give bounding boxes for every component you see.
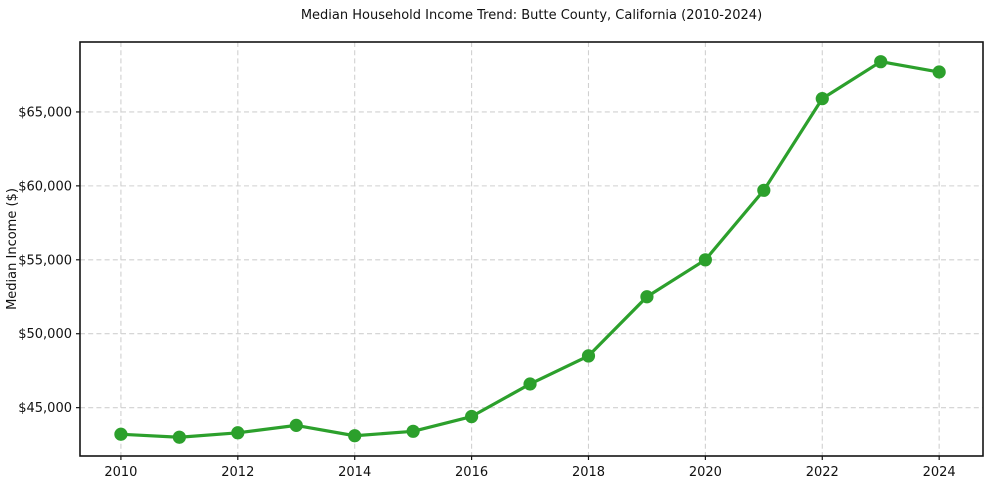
data-point-marker [874, 55, 888, 69]
data-point-marker [231, 426, 245, 440]
x-tick-label: 2024 [923, 465, 956, 480]
data-point-marker [172, 430, 186, 444]
x-tick-label: 2014 [338, 465, 371, 480]
y-tick-label: $50,000 [18, 327, 72, 342]
x-tick-label: 2018 [572, 465, 605, 480]
data-point-marker [932, 65, 946, 79]
x-tick-label: 2016 [455, 465, 488, 480]
x-tick-label: 2012 [221, 465, 254, 480]
data-point-marker [464, 409, 479, 424]
x-tick-label: 2010 [104, 465, 137, 480]
data-point-marker [114, 427, 128, 441]
y-tick-label: $60,000 [18, 179, 72, 194]
data-point-marker [640, 290, 654, 304]
y-tick-label: $45,000 [18, 401, 72, 416]
data-point-marker [348, 429, 362, 443]
data-point-marker [581, 349, 596, 363]
grid-layer [80, 42, 983, 456]
chart-title: Median Household Income Trend: Butte Cou… [300, 8, 763, 23]
y-axis: $45,000 $50,000 $55,000 $60,000 $65,000 [18, 105, 80, 416]
data-point-marker [406, 424, 420, 438]
data-point-marker [815, 92, 829, 106]
y-axis-title: Median Income ($) [5, 188, 20, 310]
x-tick-label: 2022 [806, 465, 839, 480]
plot-border [79, 41, 984, 457]
x-axis: 2010 2012 2014 2016 2018 2020 2022 2024 [104, 456, 956, 480]
y-tick-label: $65,000 [18, 105, 72, 120]
data-point-marker [289, 418, 303, 432]
series-markers [114, 55, 946, 444]
y-tick-label: $55,000 [18, 253, 72, 268]
data-point-marker [757, 183, 771, 197]
data-point-marker [698, 253, 712, 267]
data-point-marker [523, 377, 537, 391]
x-tick-label: 2020 [689, 465, 722, 480]
